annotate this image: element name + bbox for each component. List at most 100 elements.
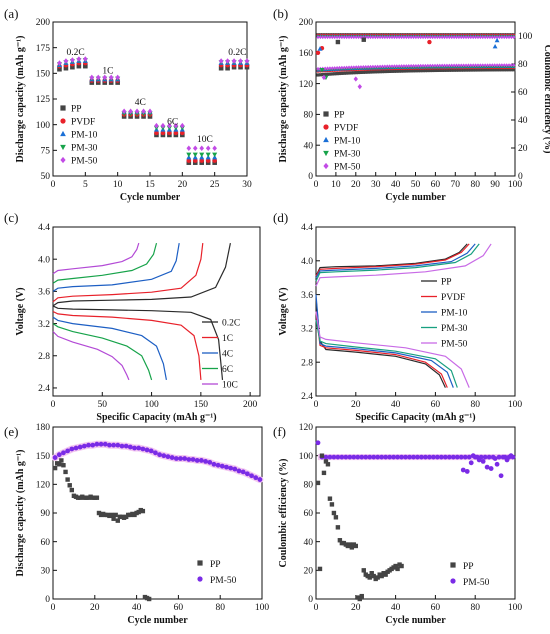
data-point-pm50 [144,447,150,453]
capacity-point [345,71,349,75]
data-point-pm50 [468,460,474,466]
efficiency-point [380,35,385,40]
data-point-pm50 [399,454,404,460]
data-point-pm50 [375,454,381,460]
efficiency-point [404,35,408,40]
data-point-pm50 [498,473,504,479]
charge-curve [52,243,204,303]
data-point-pp [94,495,100,500]
efficiency-point [328,35,332,40]
legend-label: PM-10 [334,137,361,147]
y2-tick-label: 100 [518,32,533,42]
data-point-pm-50 [141,108,146,115]
x-tick-label: 100 [508,603,523,613]
data-point-pm-50 [160,122,166,129]
capacity-point [488,68,492,72]
efficiency-point [462,35,466,40]
efficiency-point [502,35,506,40]
data-point-pm50 [363,454,369,460]
data-point-pp [333,515,339,520]
legend-label: PM-30 [334,150,361,160]
capacity-point [328,72,332,76]
capacity-point [473,68,478,72]
data-point-pm50 [367,454,373,460]
data-point-pm50 [351,454,357,460]
data-point-pm50 [327,454,333,460]
data-point-pm50 [81,443,87,449]
capacity-point [440,68,444,72]
y-tick-label: 0 [45,595,50,605]
x-tick-label: 50 [411,180,421,190]
efficiency-point [416,35,420,40]
capacity-point [316,73,320,77]
y-tick-label: 4.0 [38,255,50,265]
capacity-point [431,68,435,73]
capacity-point [419,63,423,68]
x-tick-label: 20 [351,180,361,190]
efficiency-point [373,35,377,40]
panel-label: (f) [273,424,286,439]
charge-curve [52,242,231,307]
y-tick-label: 0 [308,172,313,182]
legend-marker [197,576,203,582]
capacity-point [409,64,413,68]
capacity-point [478,63,482,68]
efficiency-point [316,35,320,40]
capacity-point [457,63,461,68]
capacity-point [505,63,509,68]
capacity-point [438,63,442,68]
x-tick-label: 60 [431,180,441,190]
capacity-point [373,64,377,69]
legend-marker [197,560,203,566]
y-tick-label: 200 [36,18,51,28]
charge-curve [52,242,180,292]
outlier-point [361,37,366,42]
legend-marker [60,144,66,151]
data-point-pp [367,575,372,580]
data-point-pm50 [165,454,171,460]
data-point-pm50 [194,458,200,463]
x-tick-label: 0 [314,400,319,410]
efficiency-point [488,35,492,40]
capacity-point [485,63,490,68]
data-point-pm50 [211,461,217,467]
outlier-point [319,67,325,73]
data-point-pm50 [315,440,321,446]
capacity-point [483,63,487,68]
efficiency-point [392,35,397,40]
outlier-point [317,46,323,51]
data-point-pm-50 [63,58,69,64]
data-point-pm50 [323,454,329,460]
data-point-pm50 [207,459,213,465]
capacity-point [435,63,439,68]
legend-label: PVDF [71,118,95,128]
legend-marker [450,562,456,568]
capacity-point [497,63,502,68]
capacity-point [471,68,475,72]
data-point-pm50 [69,446,75,452]
data-point-pm50 [391,454,397,460]
data-point-pm50 [249,473,254,479]
y-axis-label: Discharge capacity (mAh g⁻¹) [15,36,26,163]
legend-marker [323,111,329,117]
capacity-point [462,68,466,72]
rate-annotation: 0.2C [67,48,85,58]
capacity-point [325,66,330,71]
panel-b: 0 10 20 30 40 50 60 70 80 90 10004080120160200Cycl… [273,6,550,203]
data-point-pp [67,483,72,488]
x-tick-label: 50 [98,400,108,410]
efficiency-point [411,35,416,40]
discharge-curve [315,311,470,388]
capacity-point [340,65,344,70]
efficiency-point [368,35,373,40]
efficiency-point [500,35,504,40]
rate-annotation: 1C [102,66,113,76]
x-tick-label: 0 [51,603,56,613]
data-point-pm50 [52,455,58,460]
data-point-pp [319,453,325,458]
capacity-point [469,68,473,72]
data-point-pm50 [434,454,440,460]
efficiency-point [466,35,471,40]
data-point-pm-50 [154,122,159,129]
outlier-point [492,44,498,49]
